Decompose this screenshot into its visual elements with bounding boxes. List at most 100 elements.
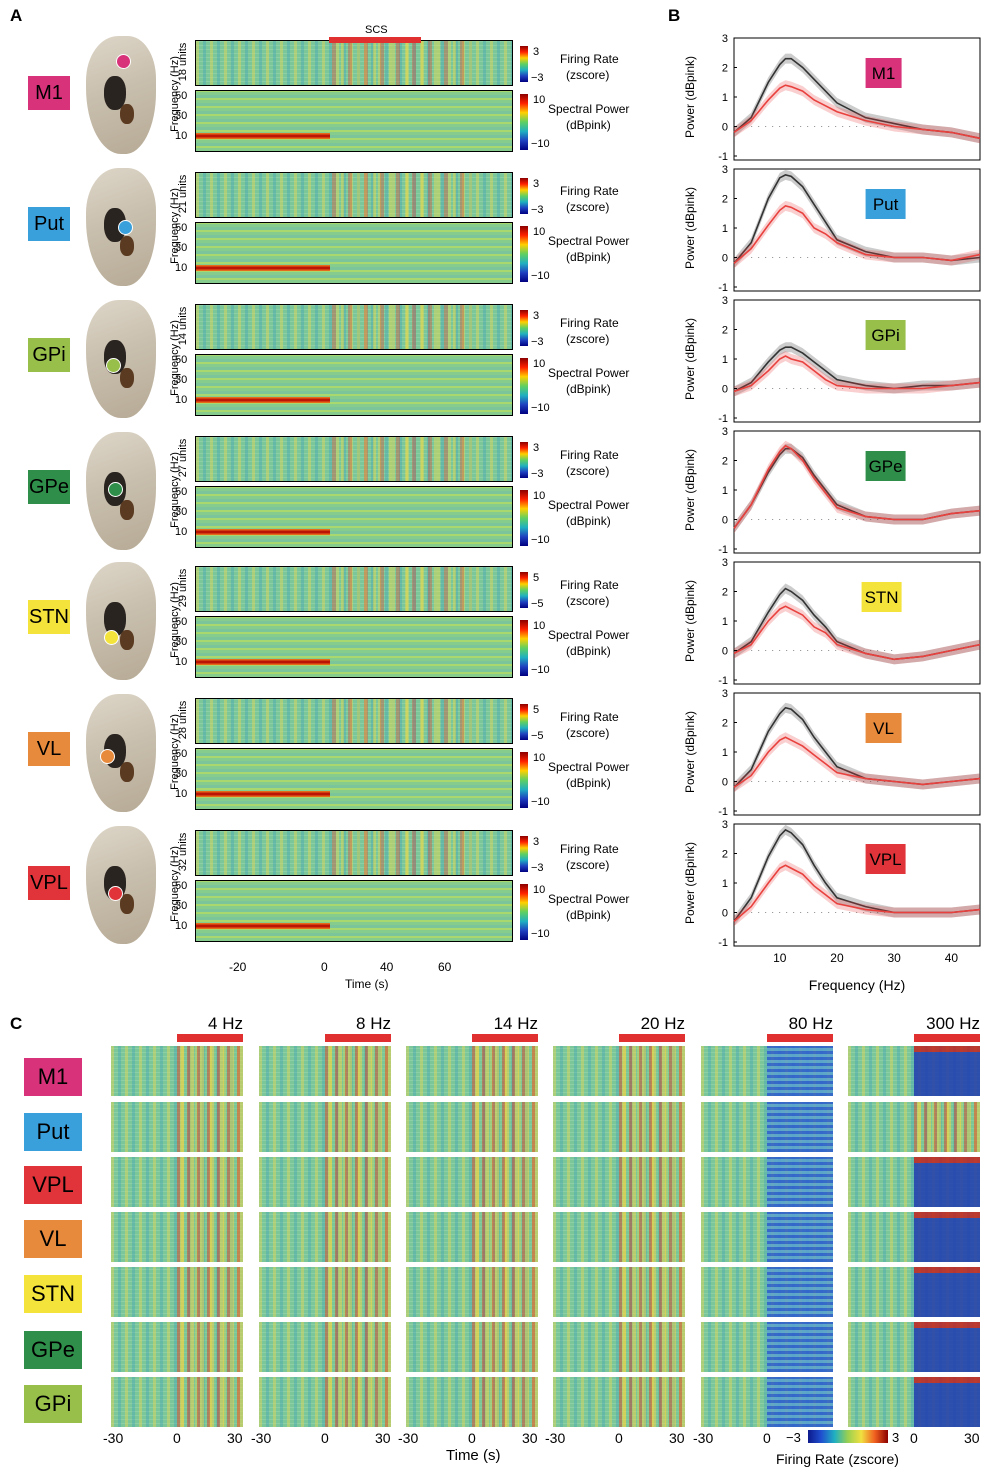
alpha-band-pre <box>196 265 330 271</box>
firing-colorbar <box>520 46 528 82</box>
stim-response <box>767 1212 833 1262</box>
freq-label-4: 80 Hz <box>788 1014 833 1033</box>
y-tick-label: 2 <box>722 63 728 75</box>
y-tick-label: 1 <box>722 878 728 890</box>
y-tick-label: 0 <box>722 122 728 134</box>
panel-b-letter: B <box>668 6 681 25</box>
panel-c-time-tick: 0 <box>173 1430 181 1446</box>
ventricle <box>104 76 126 110</box>
stim-response <box>325 1046 391 1096</box>
series-0-line <box>733 57 981 140</box>
stim-bar-2 <box>472 1034 538 1042</box>
firing-rate-unit: (zscore) <box>566 726 610 740</box>
spectral-cbar-max: 10 <box>533 358 546 370</box>
panel-c-heatmap-put-1 <box>259 1102 391 1152</box>
freq-tick: 50 <box>175 616 188 628</box>
subplot-frame <box>733 299 981 423</box>
region-label-box-vpl <box>865 844 906 874</box>
region-label-box-stn <box>861 582 902 612</box>
x-tick-label: 30 <box>888 951 902 965</box>
panel-c-heatmap-m1-5 <box>848 1046 980 1096</box>
recording-site-gpe <box>108 482 123 497</box>
y-tick-label: 1 <box>722 485 728 497</box>
panel-a-time-tick: 60 <box>438 960 452 974</box>
panel-c-heatmap-put-3 <box>553 1102 685 1152</box>
region-label-gpe: GPe <box>869 457 903 476</box>
ventricle <box>104 602 126 636</box>
firing-cbar-max: 3 <box>533 442 540 454</box>
spectral-power-label: Spectral Power <box>548 760 630 774</box>
spectral-cbar-min: −10 <box>531 928 550 940</box>
panel-c-heatmap-m1-3 <box>553 1046 685 1096</box>
spectral-cbar-max: 10 <box>533 490 546 502</box>
spectral-colorbar <box>520 226 528 282</box>
panel-c-region-vl: VL <box>24 1220 82 1258</box>
firing-rate-label: Firing Rate <box>560 448 619 462</box>
spectral-heatmap-stn <box>195 616 513 678</box>
y-tick-label: -1 <box>718 544 728 556</box>
panel-c-heatmap-vpl-3 <box>553 1157 685 1207</box>
panel-c-heatmap-m1-2 <box>406 1046 538 1096</box>
freq-label-2: 14 Hz <box>493 1014 538 1033</box>
panel-c-heatmap-put-4 <box>701 1102 833 1152</box>
panel-c-letter: C <box>10 1014 23 1033</box>
series-1-band <box>734 200 980 269</box>
panel-c-heatmap-gpe-5 <box>848 1322 980 1372</box>
spectral-heatmap-gpi <box>195 354 513 416</box>
stim-response <box>619 1157 685 1207</box>
y-axis-label: Power (dBpink) <box>683 56 697 138</box>
recording-site-stn <box>104 630 119 645</box>
panel-c-time-tick: 0 <box>468 1430 476 1446</box>
spectrum-stn: 3 2 1 0 -1 Power (dBpink) STN <box>683 557 981 687</box>
panel-c-heatmap-gpi-5 <box>848 1377 980 1427</box>
freq-tick: 50 <box>175 748 188 760</box>
spectral-cbar-min: −10 <box>531 664 550 676</box>
spectral-cbar-min: −10 <box>531 402 550 414</box>
stim-response <box>767 1102 833 1152</box>
y-tick-label: 1 <box>722 747 728 759</box>
panel-c-heatmap-stn-4 <box>701 1267 833 1317</box>
y-tick-label: 2 <box>722 587 728 599</box>
x-axis-label: Frequency (Hz) <box>809 977 905 993</box>
freq-tick: 30 <box>175 110 188 122</box>
panel-c-heatmap-gpe-4 <box>701 1322 833 1372</box>
stim-response <box>914 1377 980 1427</box>
stim-response <box>177 1046 243 1096</box>
ventricle <box>120 104 134 124</box>
panel-c-heatmap-vl-3 <box>553 1212 685 1262</box>
series-0-band <box>734 583 980 665</box>
y-tick-label: 1 <box>722 223 728 235</box>
panel-c-time-tick: 30 <box>522 1430 538 1446</box>
panel-c-heatmap-stn-5 <box>848 1267 980 1317</box>
series-1-band <box>734 351 980 397</box>
subplot-frame <box>733 430 981 554</box>
brain-slice-stn <box>86 562 156 680</box>
stim-response <box>914 1212 980 1262</box>
alpha-band-pre <box>196 791 330 797</box>
y-axis-label: Power (dBpink) <box>683 318 697 400</box>
spectral-colorbar <box>520 752 528 808</box>
spectral-cbar-max: 10 <box>533 94 546 106</box>
panel-c-time-tick: 30 <box>669 1430 685 1446</box>
y-tick-label: 2 <box>722 325 728 337</box>
panel-c-region-gpi: GPi <box>24 1385 82 1423</box>
firing-rate-unit: (zscore) <box>566 464 610 478</box>
freq-tick: 10 <box>175 788 188 800</box>
panel-c-time-tick: -30 <box>103 1430 124 1446</box>
recording-site-vl <box>100 749 115 764</box>
region-box-put: Put <box>28 207 70 241</box>
stim-response <box>325 1377 391 1427</box>
panel-a-letter: A <box>10 6 23 25</box>
spectral-heatmap-vl <box>195 748 513 810</box>
freq-tick: 50 <box>175 222 188 234</box>
spectral-power-label: Spectral Power <box>548 498 630 512</box>
y-axis-label: Power (dBpink) <box>683 187 697 269</box>
stim-response <box>472 1212 538 1262</box>
y-axis-label: Power (dBpink) <box>683 449 697 531</box>
brain-slice-gpe <box>86 432 156 550</box>
y-tick-label: -1 <box>718 937 728 949</box>
series-1-line <box>733 205 981 265</box>
region-label-gpi: GPi <box>871 326 899 345</box>
y-tick-label: 3 <box>722 688 728 700</box>
ventricle <box>120 630 134 650</box>
